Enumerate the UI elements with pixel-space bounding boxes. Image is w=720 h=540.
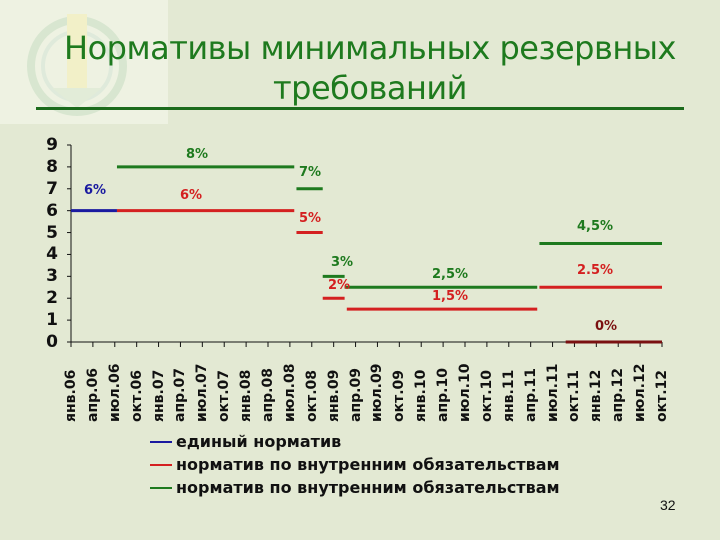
x-tick-label: июл.10 (457, 363, 473, 422)
y-tick-label: 8 (46, 156, 58, 177)
title-line-2: требований (273, 69, 467, 107)
y-tick-label: 3 (46, 266, 58, 287)
page-number: 32 (660, 497, 676, 513)
y-tick-label: 7 (46, 178, 58, 199)
y-tick-label: 5 (46, 222, 58, 243)
x-tick-label: янв.09 (325, 369, 342, 422)
x-tick-label: июл.09 (369, 363, 386, 422)
value-label: 0% (595, 319, 618, 334)
value-label: 1,5% (432, 289, 469, 304)
legend-label: единый норматив (176, 432, 342, 451)
legend-label: норматив по внутренним обязательствам (176, 455, 560, 474)
y-tick-label: 9 (46, 135, 58, 155)
x-tick-label: окт.08 (303, 369, 320, 422)
x-tick-label: янв.08 (238, 369, 255, 422)
x-tick-label: апр.11 (522, 368, 539, 422)
value-label: 6% (84, 183, 107, 198)
x-tick-label: янв.10 (413, 369, 430, 422)
x-tick-label: окт.07 (216, 369, 233, 422)
title-underline (36, 107, 684, 110)
legend-swatch-blue (150, 440, 172, 443)
x-tick-label: окт.10 (478, 369, 495, 422)
legend-item-domestic-green: норматив по внутренним обязательствам (150, 476, 560, 499)
x-tick-label: янв.12 (588, 369, 605, 422)
y-tick-label: 1 (46, 310, 58, 331)
y-tick-label: 4 (46, 244, 58, 265)
value-label: 2.5% (577, 263, 614, 278)
x-tick-label: окт.06 (128, 369, 145, 422)
x-tick-label: июл.07 (194, 363, 211, 422)
x-tick-label: янв.07 (150, 369, 167, 422)
legend-swatch-green (150, 486, 172, 489)
value-label: 7% (299, 165, 322, 180)
legend-swatch-red (150, 463, 172, 466)
y-tick-label: 2 (46, 288, 58, 309)
legend-item-domestic-red: норматив по внутренним обязательствам (150, 453, 560, 476)
value-label: 2,5% (432, 267, 469, 282)
y-tick-label: 6 (46, 200, 58, 221)
value-label: 2% (328, 278, 351, 293)
x-tick-label: апр.08 (260, 368, 276, 422)
x-tick-label: апр.10 (435, 368, 452, 422)
x-tick-label: янв.11 (500, 369, 517, 422)
logo-panel (0, 0, 168, 124)
x-tick-label: янв.06 (63, 369, 79, 422)
x-tick-label: апр.09 (347, 368, 364, 422)
x-tick-label: окт.09 (391, 369, 408, 422)
value-label: 4,5% (577, 219, 614, 234)
x-tick-label: июл.08 (281, 363, 298, 422)
y-tick-label: 0 (46, 332, 58, 352)
value-label: 6% (180, 188, 203, 203)
x-tick-label: апр.07 (172, 368, 189, 422)
legend-label: норматив по внутренним обязательствам (176, 478, 560, 497)
x-tick-label: июл.12 (632, 363, 649, 422)
value-label: 8% (186, 147, 209, 162)
chart-legend: единый норматив норматив по внутренним о… (150, 430, 560, 499)
legend-item-unified: единый норматив (150, 430, 560, 453)
emblem-icon (27, 14, 127, 116)
slide-title: Нормативы минимальных резервных требован… (40, 28, 700, 108)
x-tick-label: апр.12 (610, 368, 627, 422)
x-tick-label: июл.06 (106, 363, 123, 422)
value-label: 5% (299, 211, 322, 226)
x-tick-label: окт.11 (566, 369, 583, 422)
x-tick-label: окт.12 (654, 369, 670, 422)
x-tick-label: июл.11 (544, 363, 561, 422)
x-tick-label: апр.06 (84, 368, 101, 422)
value-label: 3% (331, 255, 354, 270)
title-line-1: Нормативы минимальных резервных (64, 29, 676, 67)
